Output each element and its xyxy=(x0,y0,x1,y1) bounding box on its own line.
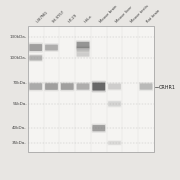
Text: CRHR1: CRHR1 xyxy=(159,85,176,90)
FancyBboxPatch shape xyxy=(77,42,89,48)
FancyBboxPatch shape xyxy=(77,47,89,52)
Text: Mouse testis: Mouse testis xyxy=(130,4,150,24)
FancyBboxPatch shape xyxy=(107,140,122,146)
Text: SH-SY5Y: SH-SY5Y xyxy=(51,10,66,24)
FancyBboxPatch shape xyxy=(107,100,122,108)
FancyBboxPatch shape xyxy=(108,84,121,89)
FancyBboxPatch shape xyxy=(139,82,153,91)
Bar xyxy=(28,26,154,152)
FancyBboxPatch shape xyxy=(76,40,90,50)
FancyBboxPatch shape xyxy=(29,55,42,60)
Text: 70kDa-: 70kDa- xyxy=(12,81,27,85)
FancyBboxPatch shape xyxy=(45,83,58,90)
Text: 130kDa-: 130kDa- xyxy=(10,35,27,39)
FancyBboxPatch shape xyxy=(44,43,59,52)
Text: 35kDa-: 35kDa- xyxy=(12,141,27,145)
FancyBboxPatch shape xyxy=(61,83,74,90)
Text: Mouse brain: Mouse brain xyxy=(99,5,118,24)
FancyBboxPatch shape xyxy=(108,141,121,145)
Text: Rat brain: Rat brain xyxy=(146,9,161,24)
FancyBboxPatch shape xyxy=(107,82,122,91)
FancyBboxPatch shape xyxy=(140,84,152,90)
Text: HeLa: HeLa xyxy=(83,15,93,24)
FancyBboxPatch shape xyxy=(44,82,59,91)
FancyBboxPatch shape xyxy=(92,81,106,92)
Text: Mouse liver: Mouse liver xyxy=(114,6,133,24)
Text: HT-29: HT-29 xyxy=(67,14,78,24)
FancyBboxPatch shape xyxy=(29,54,43,62)
FancyBboxPatch shape xyxy=(29,82,43,91)
Text: 100kDa-: 100kDa- xyxy=(10,56,27,60)
FancyBboxPatch shape xyxy=(92,124,106,133)
FancyBboxPatch shape xyxy=(29,44,42,51)
Text: U-87MG: U-87MG xyxy=(36,11,49,24)
FancyBboxPatch shape xyxy=(45,45,58,51)
FancyBboxPatch shape xyxy=(29,83,42,90)
FancyBboxPatch shape xyxy=(92,125,105,131)
FancyBboxPatch shape xyxy=(76,46,90,53)
Text: 40kDa-: 40kDa- xyxy=(12,126,27,130)
FancyBboxPatch shape xyxy=(29,42,43,53)
Text: 55kDa-: 55kDa- xyxy=(12,102,27,106)
FancyBboxPatch shape xyxy=(92,83,105,91)
FancyBboxPatch shape xyxy=(76,82,90,91)
FancyBboxPatch shape xyxy=(60,82,74,91)
FancyBboxPatch shape xyxy=(77,84,89,90)
Bar xyxy=(28,26,154,152)
FancyBboxPatch shape xyxy=(108,101,121,107)
FancyBboxPatch shape xyxy=(76,51,90,57)
FancyBboxPatch shape xyxy=(77,52,89,57)
